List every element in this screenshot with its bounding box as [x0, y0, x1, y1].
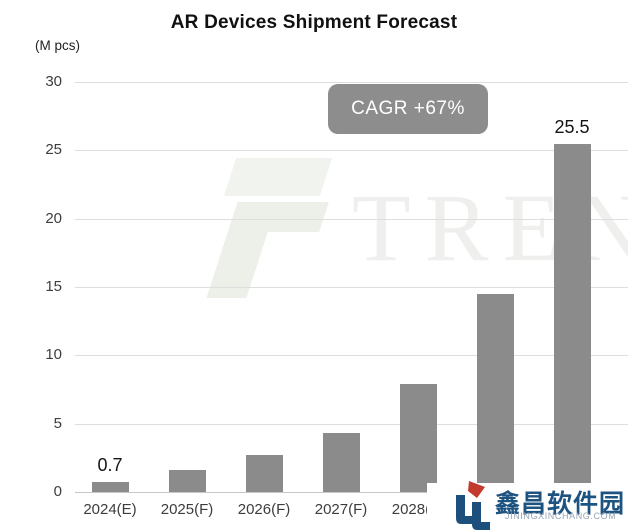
bar [91, 482, 129, 492]
bar [245, 455, 283, 492]
site-logo-plate: 鑫昌软件园 JININGXINCHANG.COM [427, 481, 628, 532]
x-tick-label: 2027(F) [314, 501, 368, 518]
x-tick-label: 2025(F) [160, 501, 214, 518]
y-tick-label: 20 [45, 209, 62, 227]
gridline [75, 150, 628, 152]
bar-value-label: 25.5 [554, 116, 590, 137]
y-tick-label: 30 [45, 73, 62, 90]
gridline [75, 355, 628, 357]
x-tick-label: 2024(E) [83, 501, 137, 518]
cagr-badge: CAGR +67% [328, 84, 488, 134]
y-tick-label: 0 [53, 483, 62, 500]
y-axis-unit-label: (M pcs) [35, 38, 80, 53]
trendforce-logo-mark-icon [196, 158, 346, 298]
watermark-shape [206, 202, 278, 298]
watermark-shape [223, 158, 333, 196]
x-axis-line [75, 492, 628, 493]
bar [168, 470, 206, 492]
bar-value-label: 0.7 [97, 455, 123, 476]
bar [322, 433, 360, 492]
site-logo-icon [456, 481, 490, 530]
y-tick-label: 10 [45, 346, 62, 364]
chart-title: AR Devices Shipment Forecast [170, 12, 458, 33]
bar [553, 143, 591, 492]
bar [476, 293, 514, 492]
y-tick-label: 5 [53, 414, 62, 432]
watermark-shape [265, 202, 329, 232]
gridline [75, 287, 628, 288]
bar [399, 384, 437, 492]
site-logo-domain: JININGXINCHANG.COM [505, 511, 617, 521]
y-tick-label: 15 [45, 278, 62, 295]
gridline [75, 82, 628, 83]
x-tick-label: 2026(F) [237, 501, 291, 518]
site-logo-name: 鑫昌软件园 [495, 489, 626, 518]
gridline [75, 423, 628, 425]
y-tick-label: 25 [45, 141, 62, 159]
gridline [75, 218, 628, 220]
